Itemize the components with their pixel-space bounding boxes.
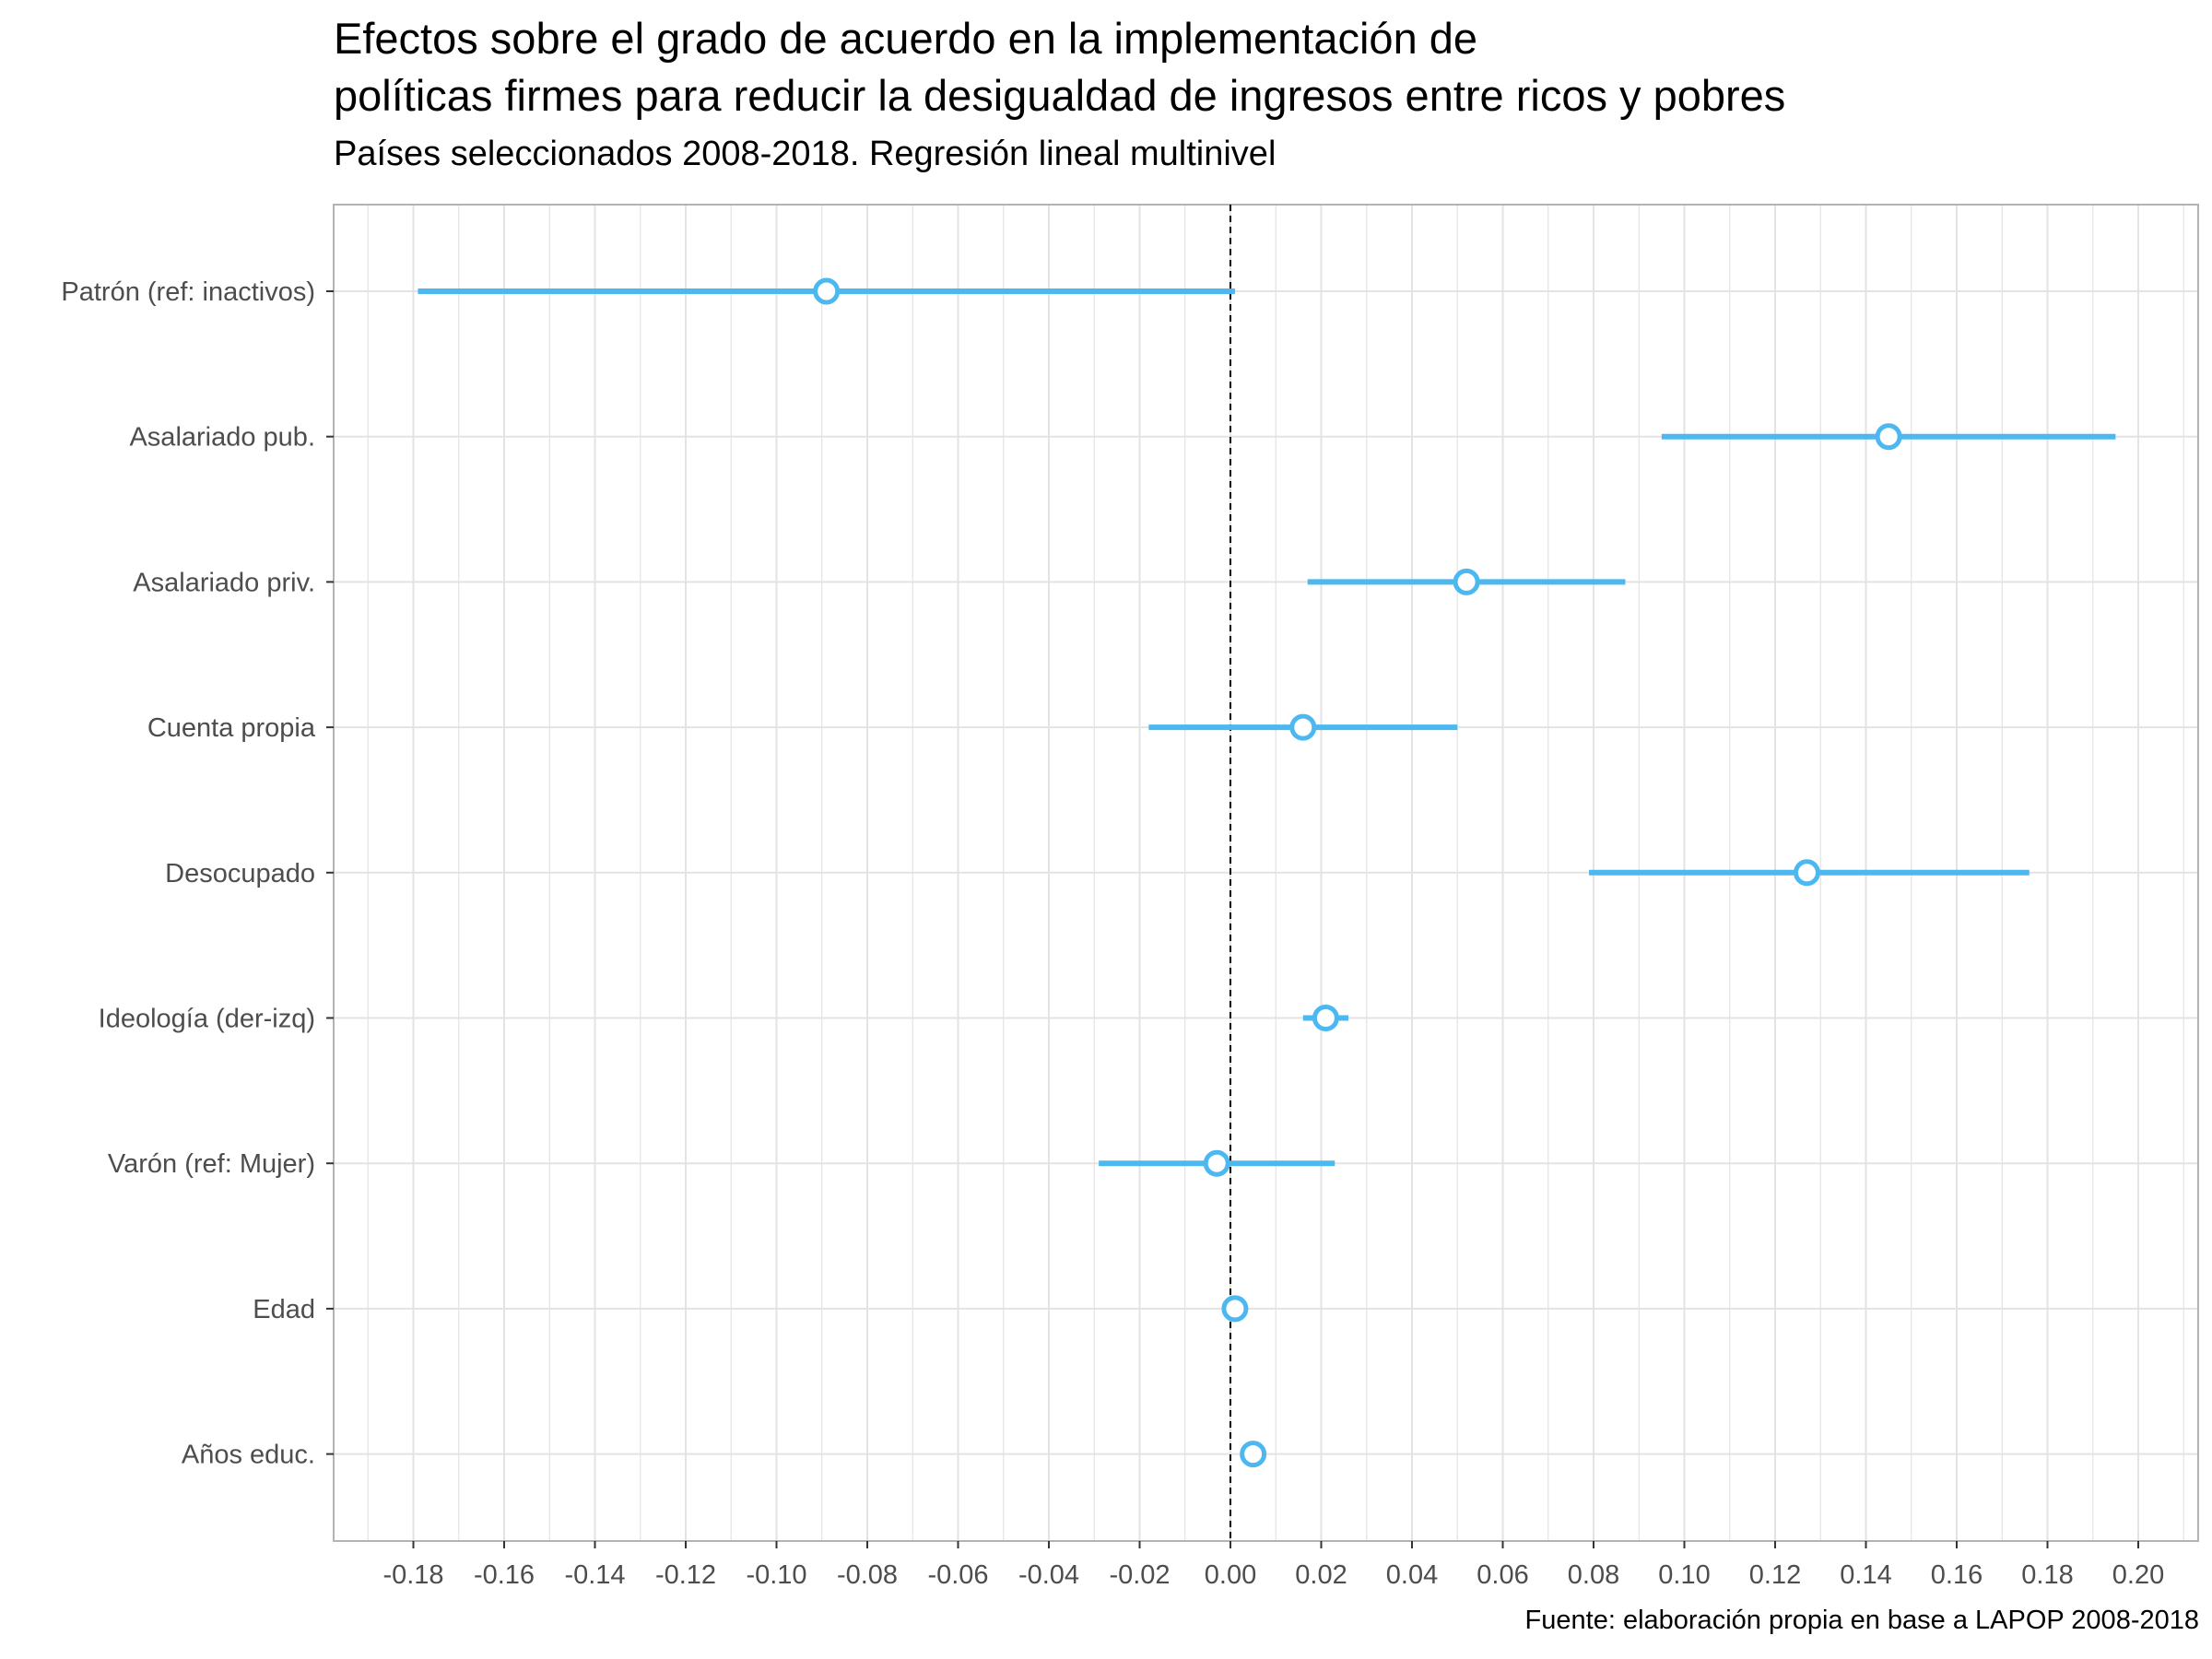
x-tick-label: 0.10 — [1658, 1560, 1710, 1590]
axis-layer: Patrón (ref: inactivos) Asalariado pub. As… — [61, 277, 2164, 1590]
point-estimate — [1240, 1441, 1267, 1468]
x-tick-label: 0.14 — [1840, 1560, 1891, 1590]
point-estimate — [1289, 713, 1317, 741]
y-tick-label: Varón (ref: Mujer) — [108, 1149, 315, 1179]
x-tick-label: 0.04 — [1386, 1560, 1438, 1590]
x-tick-label: 0.16 — [1931, 1560, 1983, 1590]
x-tick-label: -0.18 — [382, 1560, 443, 1590]
y-tick-label: Edad — [253, 1295, 315, 1324]
point-estimate — [1221, 1295, 1249, 1323]
x-tick-label: 0.06 — [1477, 1560, 1528, 1590]
y-tick-label: Asalariado priv. — [133, 568, 315, 597]
point-estimate — [1453, 568, 1480, 595]
chart-title-line-2: políticas firmes para reducir la desigua… — [334, 71, 1786, 120]
chart-subtitle: Países seleccionados 2008-2018. Regresió… — [334, 135, 1277, 173]
x-tick-label: 0.02 — [1295, 1560, 1347, 1590]
x-tick-label: -0.08 — [837, 1560, 898, 1590]
y-tick-label: Asalariado pub. — [129, 423, 315, 453]
y-tick-label: Desocupado — [165, 859, 315, 888]
data-layer — [418, 277, 2116, 1468]
point-estimate — [1793, 859, 1820, 887]
x-tick-label: -0.14 — [564, 1560, 625, 1590]
x-tick-label: -0.04 — [1018, 1560, 1079, 1590]
point-estimate — [813, 277, 841, 305]
x-tick-label: -0.12 — [655, 1560, 716, 1590]
y-tick-label: Patrón (ref: inactivos) — [61, 277, 315, 307]
y-tick-label: Cuenta propia — [147, 713, 316, 743]
x-tick-label: -0.16 — [474, 1560, 535, 1590]
x-tick-label: -0.10 — [746, 1560, 806, 1590]
x-tick-label: 0.20 — [2112, 1560, 2164, 1590]
chart-caption: Fuente: elaboración propia en base a LAP… — [1524, 1606, 2199, 1635]
point-estimate — [1875, 423, 1902, 451]
point-estimate — [1203, 1149, 1230, 1177]
x-tick-label: -0.02 — [1109, 1560, 1170, 1590]
y-tick-label: Ideología (der-izq) — [99, 1005, 315, 1034]
x-tick-label: 0.18 — [2021, 1560, 2073, 1590]
x-tick-label: 0.12 — [1749, 1560, 1801, 1590]
point-estimate — [1312, 1005, 1339, 1031]
x-tick-label: 0.08 — [1568, 1560, 1619, 1590]
x-tick-label: 0.00 — [1205, 1560, 1256, 1590]
y-tick-label: Años educ. — [182, 1441, 315, 1470]
chart-title-line-1: Efectos sobre el grado de acuerdo en la … — [334, 14, 1478, 63]
x-tick-label: -0.06 — [927, 1560, 988, 1590]
